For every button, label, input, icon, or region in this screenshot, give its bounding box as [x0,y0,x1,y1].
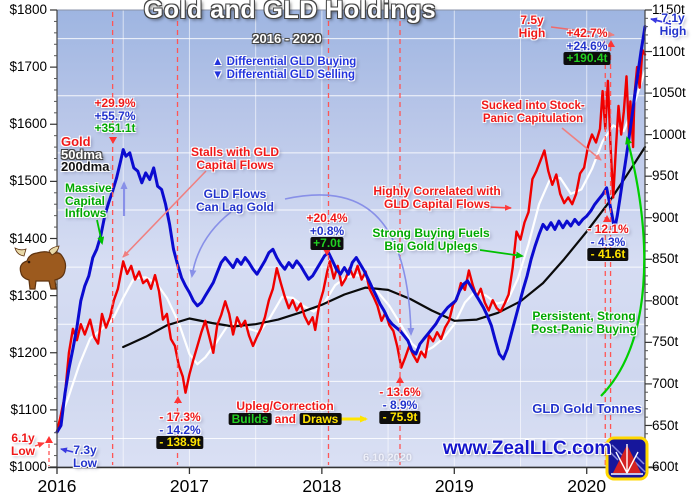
series-gold [55,48,647,433]
data-series [55,25,647,434]
series-gold-200dma [122,146,647,349]
strong-buying-arrow [479,249,524,259]
arrowhead [607,40,615,47]
axes [48,9,658,474]
massive-inflows-arrow [96,219,105,245]
low-6-1y-arrow [34,442,45,448]
arrowhead [600,40,608,47]
persistent-buying-arc [600,136,646,397]
stalls-arrow [122,170,207,258]
lag-arrow-2017 [189,211,232,278]
zeal-logo [605,436,649,481]
annotation-arrows [34,17,672,454]
arrowhead [323,249,331,256]
arrowhead [109,137,117,144]
arrowhead [396,376,404,383]
high-7-5y-arrow [550,26,615,38]
high-7-1y-arrow [650,17,672,25]
arrowhead [603,215,611,222]
arrowhead [45,436,53,443]
correlated-arrow [488,204,512,211]
low-7-3y-arrow [60,447,74,454]
lag-arrow-2018 [284,194,415,336]
sucked-arrow [561,127,602,161]
bull-icon [14,245,67,290]
series-gld-holdings [55,25,647,434]
plot-background [57,10,645,467]
arrowhead [174,396,182,403]
